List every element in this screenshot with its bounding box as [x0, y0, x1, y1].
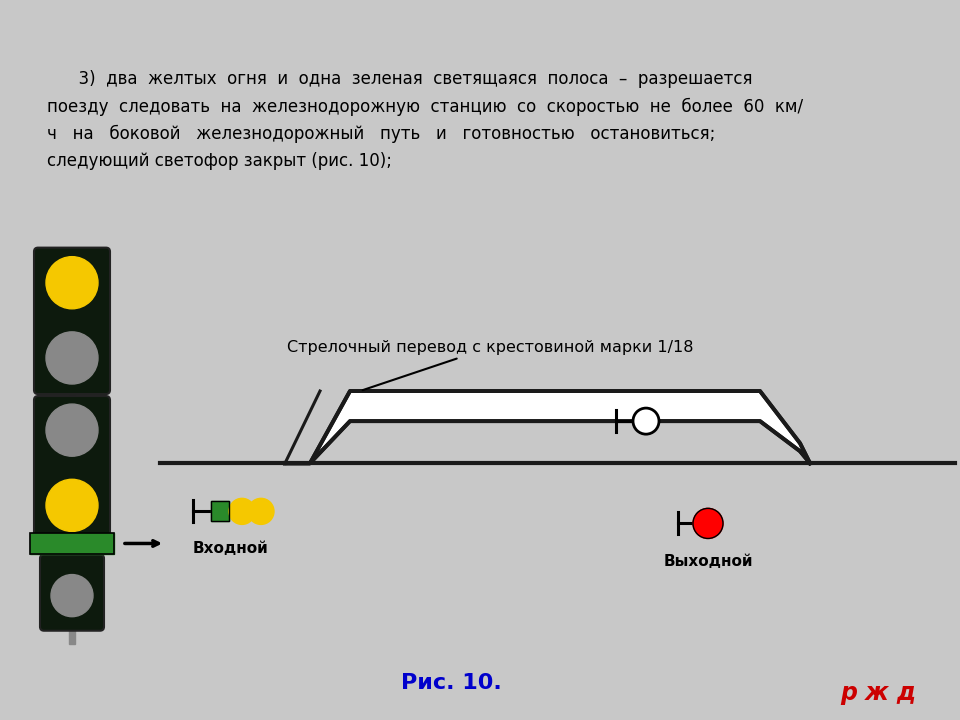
Polygon shape: [285, 391, 810, 463]
FancyBboxPatch shape: [34, 396, 110, 542]
Circle shape: [46, 480, 98, 531]
Bar: [30, 534, 114, 554]
Bar: [69, 248, 75, 644]
Text: Рис. 10.: Рис. 10.: [401, 672, 501, 693]
Text: Стрелочный перевод с крестовиной марки 1/18: Стрелочный перевод с крестовиной марки 1…: [287, 340, 693, 390]
FancyBboxPatch shape: [40, 554, 104, 631]
Bar: [211, 501, 229, 521]
Circle shape: [46, 404, 98, 456]
Circle shape: [46, 256, 98, 309]
Text: р ж д: р ж д: [840, 680, 917, 705]
Circle shape: [229, 498, 255, 524]
Circle shape: [693, 508, 723, 539]
Bar: [211, 501, 229, 521]
Circle shape: [633, 408, 659, 434]
Circle shape: [248, 498, 274, 524]
Text: Входной: Входной: [192, 541, 268, 557]
Text: Выходной: Выходной: [663, 554, 753, 569]
FancyBboxPatch shape: [34, 248, 110, 394]
Text: 3)  два  желтых  огня  и  одна  зеленая  светящаяся  полоса  –  разрешается
поез: 3) два желтых огня и одна зеленая светящ…: [47, 70, 803, 170]
Circle shape: [46, 332, 98, 384]
Circle shape: [51, 575, 93, 616]
Bar: [30, 534, 114, 554]
